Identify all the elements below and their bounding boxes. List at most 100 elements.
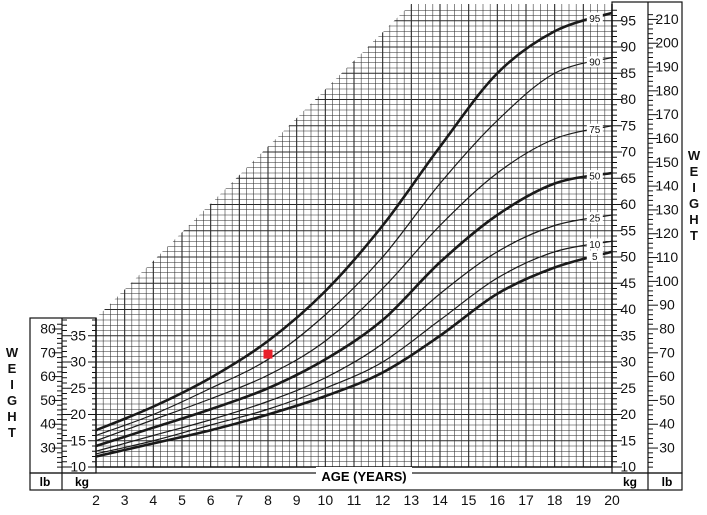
lb-tick-label-right: 100	[655, 273, 679, 289]
weight-letter-left: H	[7, 409, 16, 424]
x-tick-label: 16	[490, 492, 506, 508]
data-point-marker	[263, 349, 273, 359]
kg-tick-label-right: 15	[620, 432, 636, 448]
weight-letter-right: H	[689, 212, 698, 227]
weight-letter-left: E	[8, 361, 17, 376]
kg-tick-label-right: 60	[620, 196, 636, 212]
lb-tick-label-left: 70	[40, 344, 56, 360]
lb-tick-label-right: 170	[655, 106, 679, 122]
kg-tick-label-left: 10	[70, 459, 86, 475]
x-tick-label: 11	[347, 492, 362, 508]
x-tick-label: 6	[207, 492, 215, 508]
weight-letter-left: I	[10, 377, 14, 392]
percentile-curve-75	[95, 125, 613, 442]
percentile-curve-95	[95, 11, 613, 432]
lb-tick-label-right: 130	[655, 201, 679, 217]
percentile-label-bg	[586, 170, 603, 182]
lb-tick-label-right: 150	[655, 154, 679, 170]
x-tick-label: 15	[461, 492, 477, 508]
x-tick-label: 14	[432, 492, 448, 508]
kg-tick-label-right: 40	[620, 301, 636, 317]
data-marker	[263, 349, 273, 359]
kg-tick-label-right: 85	[620, 65, 636, 81]
kg-tick-label-right: 25	[620, 380, 636, 396]
lb-tick-label-right: 160	[655, 130, 679, 146]
x-tick-label: 4	[149, 492, 157, 508]
percentile-label-25: 25	[589, 214, 601, 225]
x-tick-label: 13	[404, 492, 420, 508]
lb-tick-label-right: 40	[659, 416, 675, 432]
kg-tick-label-right: 50	[620, 249, 636, 265]
percentile-label-50: 50	[589, 172, 601, 183]
kg-tick-label-right: 45	[620, 275, 636, 291]
percentile-label-10: 10	[589, 240, 601, 251]
kg-tick-label-right: 20	[620, 406, 636, 422]
percentile-curves	[95, 11, 613, 458]
lb-tick-label-right: 90	[659, 297, 675, 313]
kg-label-left: kg	[75, 475, 89, 489]
lb-tick-label-left: 30	[40, 440, 56, 456]
lb-label-left: lb	[40, 475, 51, 489]
kg-tick-label-left: 35	[70, 327, 86, 343]
percentile-label-5: 5	[592, 252, 598, 263]
x-tick-label: 20	[604, 492, 620, 508]
percentile-labels: 95 90 75 50 25 105	[586, 12, 603, 263]
kg-tick-label-right: 80	[620, 91, 636, 107]
kg-tick-label-right: 30	[620, 354, 636, 370]
kg-tick-label-right: 95	[620, 12, 636, 28]
x-tick-label: 7	[235, 492, 243, 508]
lb-tick-label-right: 140	[655, 178, 679, 194]
kg-tick-label-right: 75	[620, 117, 636, 133]
kg-tick-label-right: 90	[620, 39, 636, 55]
weight-letter-right: E	[690, 164, 699, 179]
kg-tick-label-right: 35	[620, 327, 636, 343]
x-tick-label: 18	[547, 492, 563, 508]
kg-tick-label-left: 30	[70, 354, 86, 370]
weight-letter-left: T	[8, 425, 16, 440]
percentile-label-bg	[586, 238, 603, 250]
weight-letter-right: I	[692, 180, 696, 195]
weight-letter-left: W	[6, 345, 19, 360]
kg-tick-label-right: 70	[620, 144, 636, 160]
x-tick-label: 3	[121, 492, 129, 508]
kg-tick-label-right: 65	[620, 170, 636, 186]
kg-tick-label-right: 10	[620, 459, 636, 475]
x-tick-label: 5	[178, 492, 186, 508]
weight-letter-left: G	[7, 393, 17, 408]
weight-letter-right: W	[688, 148, 701, 163]
percentile-curve-10	[95, 240, 613, 455]
lb-tick-label-left: 80	[40, 320, 56, 336]
x-tick-label: 12	[375, 492, 391, 508]
chart-frame	[29, 1, 683, 491]
percentile-label-bg	[586, 250, 603, 262]
x-tick-label: 2	[92, 492, 100, 508]
percentile-label-bg	[586, 56, 603, 68]
lb-tick-label-left: 60	[40, 368, 56, 384]
lb-tick-label-left: 50	[40, 392, 56, 408]
percentile-curve-50	[95, 171, 613, 448]
percentile-label-bg	[586, 123, 603, 135]
kg-tick-label-right: 55	[620, 222, 636, 238]
kg-tick-label-left: 15	[70, 432, 86, 448]
lb-tick-label-right: 180	[655, 82, 679, 98]
kg-tick-label-left: 25	[70, 380, 86, 396]
lb-tick-label-right: 70	[659, 344, 675, 360]
percentile-label-95: 95	[589, 14, 601, 25]
kg-tick-label-left: 20	[70, 406, 86, 422]
lb-tick-label-right: 190	[655, 59, 679, 75]
lb-tick-label-right: 110	[656, 249, 679, 265]
percentile-label-bg	[586, 212, 603, 224]
kg-label-right: kg	[623, 475, 637, 489]
lb-tick-label-right: 60	[659, 368, 675, 384]
x-tick-label: 10	[318, 492, 334, 508]
axis-title-backing	[316, 467, 412, 489]
percentile-label-bg	[586, 12, 603, 24]
x-tick-label: 9	[293, 492, 301, 508]
percentile-label-75: 75	[589, 125, 601, 136]
percentile-curve-25	[95, 214, 613, 452]
lb-tick-label-right: 120	[655, 225, 679, 241]
lb-tick-label-right: 200	[655, 35, 679, 51]
